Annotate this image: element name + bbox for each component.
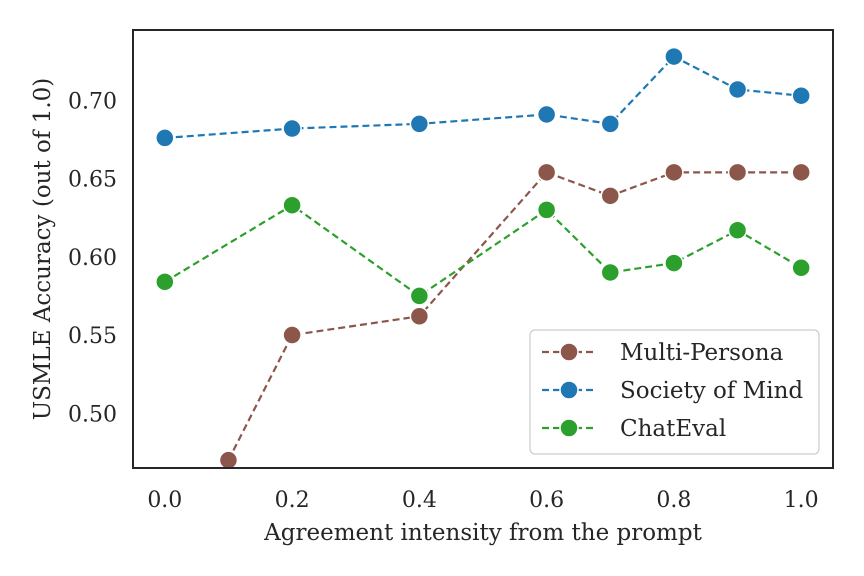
series-line-1 xyxy=(164,55,802,140)
data-point xyxy=(536,162,557,183)
data-point xyxy=(791,85,811,106)
y-tick-label: 0.60 xyxy=(68,246,117,271)
data-point xyxy=(155,128,175,148)
series-layer xyxy=(155,46,811,470)
data-point xyxy=(282,195,302,215)
y-tick-label: 0.50 xyxy=(68,402,117,427)
x-tick-label: 0.0 xyxy=(147,488,182,513)
data-point xyxy=(155,272,175,292)
x-tick-label: 1.0 xyxy=(784,488,819,513)
data-point xyxy=(791,162,811,183)
data-point xyxy=(727,79,748,100)
legend-box xyxy=(529,329,820,455)
x-tick-label: 0.4 xyxy=(402,488,437,513)
data-point xyxy=(218,450,239,470)
legend-marker xyxy=(559,342,579,362)
series-line-2 xyxy=(164,203,802,298)
data-point xyxy=(727,220,748,240)
axes-layer: 0.0 0.2 0.4 0.6 0.8 1.0 0.50 0.55 0.60 0.65 0.70 Ag… xyxy=(30,29,834,546)
data-point xyxy=(664,253,684,273)
legend-label: ChatEval xyxy=(620,416,726,442)
data-point xyxy=(409,306,430,327)
data-point xyxy=(409,114,430,134)
plot-frame xyxy=(132,29,834,469)
data-point xyxy=(791,258,811,278)
legend: Multi-Persona Society of Mind ChatEval xyxy=(529,329,820,455)
data-point xyxy=(282,118,302,139)
data-point xyxy=(600,114,621,134)
y-tick-label: 0.55 xyxy=(68,324,117,349)
x-axis-label: Agreement intensity from the prompt xyxy=(263,520,702,546)
data-point xyxy=(536,104,557,125)
data-point xyxy=(664,162,684,183)
data-point xyxy=(600,262,621,283)
x-tick-label: 0.2 xyxy=(275,488,310,513)
data-point xyxy=(727,162,748,183)
data-point xyxy=(600,186,621,206)
data-point xyxy=(664,46,684,67)
x-tick-label: 0.6 xyxy=(529,488,564,513)
y-tick-label: 0.70 xyxy=(68,89,117,114)
data-point xyxy=(536,200,557,220)
legend-label: Society of Mind xyxy=(620,378,803,404)
y-tick-label: 0.65 xyxy=(68,168,117,193)
series-line-0 xyxy=(227,171,802,461)
legend-marker xyxy=(559,380,579,400)
y-axis-label: USMLE Accuracy (out of 1.0) xyxy=(30,78,56,421)
data-point xyxy=(409,286,430,306)
data-point xyxy=(282,325,302,345)
legend-label: Multi-Persona xyxy=(620,340,784,366)
x-tick-label: 0.8 xyxy=(656,488,691,513)
legend-marker xyxy=(559,418,579,438)
